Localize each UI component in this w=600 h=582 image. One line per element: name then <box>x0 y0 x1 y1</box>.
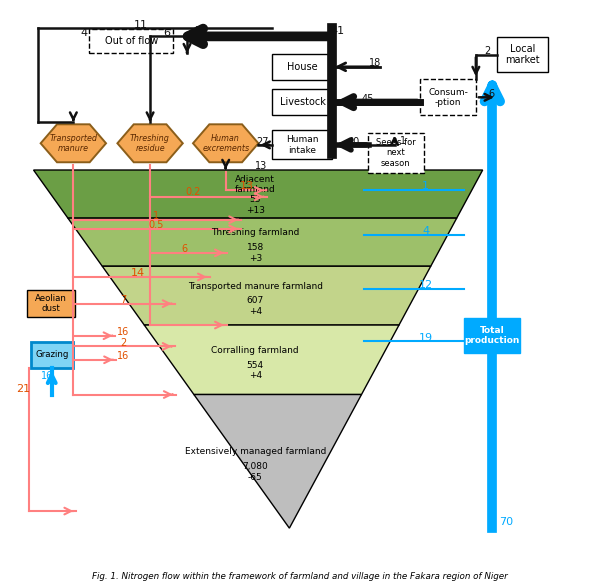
Text: Threshing farmland: Threshing farmland <box>211 228 299 237</box>
Text: +4: +4 <box>248 307 262 316</box>
Text: 6: 6 <box>164 27 170 38</box>
Text: 607: 607 <box>247 296 264 306</box>
Text: 41: 41 <box>331 26 345 36</box>
Text: 0.5: 0.5 <box>148 220 163 230</box>
Polygon shape <box>194 395 361 528</box>
Polygon shape <box>193 125 259 162</box>
Text: Corralling farmland: Corralling farmland <box>211 346 299 354</box>
Text: 1: 1 <box>422 181 430 191</box>
Bar <box>368 133 424 173</box>
Bar <box>497 37 548 72</box>
Text: Livestock: Livestock <box>280 97 325 107</box>
Text: Aeolian
dust: Aeolian dust <box>35 294 67 313</box>
Text: 40: 40 <box>348 137 361 147</box>
Text: Human
excrements: Human excrements <box>202 134 249 153</box>
Text: Local
market: Local market <box>505 44 540 65</box>
Polygon shape <box>68 218 457 266</box>
Text: 7,080: 7,080 <box>242 462 268 471</box>
Bar <box>272 89 332 115</box>
Text: 4: 4 <box>80 28 87 38</box>
Text: Consum-
-ption: Consum- -ption <box>428 88 468 107</box>
Text: 16: 16 <box>117 327 130 337</box>
Bar <box>272 54 332 80</box>
Text: Human
intake: Human intake <box>286 135 319 155</box>
Text: 14: 14 <box>131 268 145 278</box>
Text: +4: +4 <box>248 371 262 380</box>
Text: Extensively managed farmland: Extensively managed farmland <box>185 447 326 456</box>
Bar <box>420 79 476 115</box>
Polygon shape <box>41 125 106 162</box>
Text: 21: 21 <box>16 384 31 394</box>
Text: Out of flow: Out of flow <box>104 36 158 46</box>
Text: 2: 2 <box>484 47 490 56</box>
Text: 16: 16 <box>117 351 130 361</box>
Text: 70: 70 <box>499 517 514 527</box>
Text: +13: +13 <box>246 205 265 215</box>
Bar <box>31 342 73 368</box>
Text: 7: 7 <box>120 295 127 305</box>
Text: +3: +3 <box>248 254 262 262</box>
Text: 2: 2 <box>120 338 127 347</box>
Text: 158: 158 <box>247 243 264 252</box>
Bar <box>89 29 173 54</box>
Text: 1: 1 <box>153 211 159 221</box>
Text: -65: -65 <box>248 473 263 482</box>
Polygon shape <box>144 325 399 395</box>
Text: 53: 53 <box>250 195 261 204</box>
Text: 16: 16 <box>41 371 53 381</box>
Text: 13: 13 <box>255 161 267 171</box>
Polygon shape <box>102 266 431 325</box>
Bar <box>272 130 332 159</box>
Bar <box>464 318 520 353</box>
Polygon shape <box>34 170 482 218</box>
Text: Threshing
residue: Threshing residue <box>130 134 170 153</box>
Text: House: House <box>287 62 318 72</box>
Text: 0.2: 0.2 <box>185 187 200 197</box>
Text: Grazing: Grazing <box>35 350 68 360</box>
Text: Adjacent
farmland: Adjacent farmland <box>235 175 275 194</box>
Text: Transported manure farmland: Transported manure farmland <box>188 282 323 290</box>
Text: 27: 27 <box>256 137 268 147</box>
Text: 13: 13 <box>240 181 254 191</box>
Text: 18: 18 <box>368 58 381 68</box>
Text: 4: 4 <box>422 226 430 236</box>
Text: 7: 7 <box>194 26 201 36</box>
Text: 11: 11 <box>133 20 148 30</box>
Text: Total
production: Total production <box>464 326 520 346</box>
Text: Seeds for
next
season: Seeds for next season <box>376 138 416 168</box>
Text: 554: 554 <box>247 361 264 370</box>
Text: 6: 6 <box>489 89 495 99</box>
Text: 12: 12 <box>419 281 433 290</box>
Text: Transported
manure: Transported manure <box>49 134 97 153</box>
Bar <box>27 290 75 317</box>
Text: Fig. 1. Nitrogen flow within the framework of farmland and village in the Fakara: Fig. 1. Nitrogen flow within the framewo… <box>92 572 508 581</box>
Polygon shape <box>118 125 183 162</box>
Text: 6: 6 <box>181 244 187 254</box>
Text: 1: 1 <box>400 136 406 146</box>
Text: 45: 45 <box>362 94 374 104</box>
Text: 19: 19 <box>419 333 433 343</box>
